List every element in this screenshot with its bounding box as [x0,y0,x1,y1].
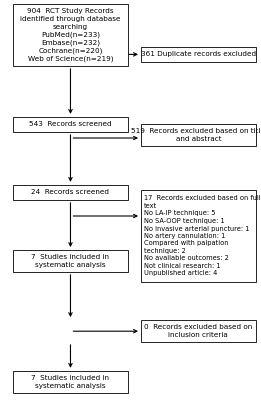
Text: 0  Records excluded based on
inclusion criteria: 0 Records excluded based on inclusion cr… [144,324,252,338]
FancyBboxPatch shape [13,4,128,66]
Text: 543  Records screened: 543 Records screened [29,121,112,127]
FancyBboxPatch shape [141,190,256,282]
FancyBboxPatch shape [141,320,256,342]
FancyBboxPatch shape [13,250,128,272]
FancyBboxPatch shape [13,185,128,200]
Text: 7  Studies included in
systematic analysis: 7 Studies included in systematic analysi… [32,254,109,268]
FancyBboxPatch shape [141,124,256,146]
Text: 24  Records screened: 24 Records screened [32,190,109,196]
FancyBboxPatch shape [141,47,256,62]
Text: 17  Records excluded based on full-
text
No LA-IP technique: 5
No SA-OOP techniq: 17 Records excluded based on full- text … [144,196,261,276]
Text: 904  RCT Study Records
identified through database
searching
PubMed(n=233)
Embas: 904 RCT Study Records identified through… [20,8,121,62]
Text: 519  Records excluded based on title
and abstract: 519 Records excluded based on title and … [131,128,261,142]
FancyBboxPatch shape [13,117,128,132]
Text: 7  Studies included in
systematic analysis: 7 Studies included in systematic analysi… [32,375,109,388]
FancyBboxPatch shape [13,371,128,393]
Text: 361 Duplicate records excluded: 361 Duplicate records excluded [141,51,256,57]
